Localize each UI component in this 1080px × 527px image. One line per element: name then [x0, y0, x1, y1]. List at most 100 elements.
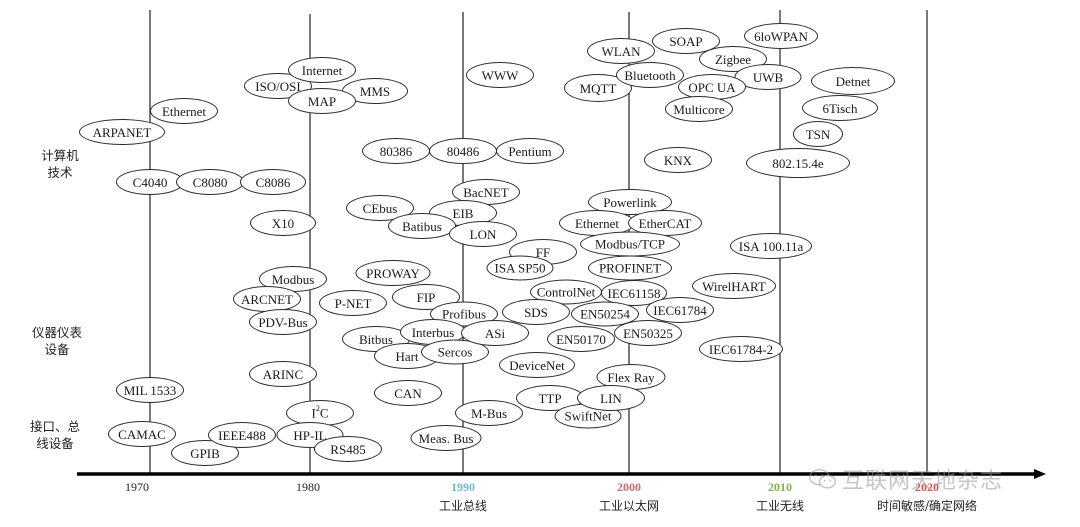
node-en50325[interactable]: EN50325 [614, 320, 682, 346]
node-sds[interactable]: SDS [502, 299, 570, 325]
axis-arrow-icon [1034, 469, 1046, 479]
node-6lowpan[interactable]: 6loWPAN [744, 23, 818, 49]
node-label: Zigbee [714, 51, 752, 67]
node-p-net[interactable]: P-NET [319, 290, 387, 316]
node-label: Batibus [402, 218, 442, 234]
node-label: EN50170 [556, 331, 606, 347]
node-arpanet[interactable]: ARPANET [79, 119, 165, 145]
node-knx[interactable]: KNX [644, 147, 712, 173]
node-map[interactable]: MAP [288, 88, 356, 114]
row-label-interface-bus: 接口、总 线设备 [25, 418, 85, 452]
node-x10[interactable]: X10 [250, 210, 316, 236]
node-rs485[interactable]: RS485 [314, 436, 382, 462]
node-arcnet[interactable]: ARCNET [233, 286, 301, 312]
node-label: OPC UA [688, 79, 736, 95]
node-label: IEEE488 [218, 427, 266, 443]
node-mil-1533[interactable]: MIL 1533 [116, 377, 184, 403]
node-label: Ethernet [161, 103, 207, 119]
node-meas-bus[interactable]: Meas. Bus [410, 425, 482, 451]
era-label-industrial-bus: 工业总线 [438, 499, 488, 513]
node-label: ControlNet [536, 284, 596, 300]
node-label: PDV-Bus [258, 314, 308, 330]
node-multicore[interactable]: Multicore [665, 96, 733, 122]
node-lon[interactable]: LON [449, 221, 517, 247]
node-wirelhart[interactable]: WirelHART [692, 273, 776, 299]
node-label: 80486 [446, 143, 480, 159]
node-label: Meas. Bus [418, 430, 474, 446]
node-wlan[interactable]: WLAN [587, 38, 655, 64]
node-uwb[interactable]: UWB [734, 64, 802, 90]
node-label: MIL 1533 [123, 382, 177, 398]
node-can[interactable]: CAN [374, 380, 442, 406]
node-proway[interactable]: PROWAY [355, 260, 431, 286]
node-isa-sp50[interactable]: ISA SP50 [486, 255, 554, 281]
node-profinet[interactable]: PROFINET [588, 255, 672, 281]
node-www[interactable]: WWW [466, 62, 534, 88]
node-hp-il[interactable]: HP-IL [276, 422, 344, 448]
year-label-1990: 1990 [451, 480, 475, 494]
node-80386[interactable]: 80386 [362, 138, 430, 164]
node-opc-ua[interactable]: OPC UA [678, 74, 746, 100]
node-ieee488[interactable]: IEEE488 [208, 422, 276, 448]
node-label: C8086 [255, 174, 291, 190]
node-iec61784-2[interactable]: IEC61784-2 [699, 336, 783, 362]
node-label: Detnet [835, 73, 871, 89]
year-label-1980: 1980 [296, 480, 320, 494]
node-modbus-tcp[interactable]: Modbus/TCP [580, 231, 680, 257]
node-label: IEC61784-2 [708, 341, 774, 357]
node-label: ISA 100.11a [738, 238, 804, 254]
node-internet[interactable]: Internet [288, 57, 356, 83]
node-asi[interactable]: ASi [461, 320, 529, 346]
node-label: FIP [416, 289, 436, 305]
node-mqtt[interactable]: MQTT [564, 74, 632, 102]
node-label: P-NET [334, 295, 372, 311]
node-pentium[interactable]: Pentium [496, 138, 564, 164]
node-c8080[interactable]: C8080 [176, 169, 244, 195]
node-802-15-4e[interactable]: 802.15.4e [746, 148, 850, 178]
node-en50170[interactable]: EN50170 [547, 326, 615, 352]
node-isa-100-11a[interactable]: ISA 100.11a [730, 233, 812, 259]
node-iec61784[interactable]: IEC61784 [646, 297, 714, 323]
node-tsn[interactable]: TSN [793, 121, 843, 147]
node-label: Modbus [271, 271, 315, 287]
year-label-1970: 1970 [125, 480, 149, 494]
node-m-bus[interactable]: M-Bus [455, 400, 523, 426]
node-label: DeviceNet [509, 357, 565, 373]
row-label-line: 计算机 [41, 148, 79, 163]
node-label: C4040 [132, 174, 168, 190]
node-detnet[interactable]: Detnet [811, 67, 895, 95]
node-label: WirelHART [702, 278, 766, 294]
node-ethernet-1973[interactable]: Ethernet [150, 98, 218, 124]
node-80486[interactable]: 80486 [429, 138, 497, 164]
node-label: BacNET [463, 184, 509, 200]
node-label: MAP [307, 93, 337, 109]
node-arinc[interactable]: ARINC [249, 361, 317, 387]
node-label: Internet [301, 62, 343, 78]
node-lin[interactable]: LIN [577, 385, 645, 411]
node-label: X10 [271, 215, 295, 231]
node-label: Interbus [411, 324, 455, 340]
node-label: 6loWPAN [754, 28, 808, 44]
node-label: PROFINET [598, 260, 662, 276]
node-label: ARPANET [92, 124, 152, 140]
node-label: EtherCAT [638, 215, 692, 231]
row-label-line: 接口、总 [29, 419, 80, 434]
node-label: TSN [805, 126, 831, 142]
node-en50254[interactable]: EN50254 [571, 301, 639, 327]
node-label: Sercos [437, 344, 473, 360]
row-label-line: 设备 [44, 342, 70, 357]
row-label-line: 技术 [47, 165, 73, 180]
node-label: M-Bus [470, 405, 508, 421]
node-6tisch[interactable]: 6Tisch [802, 95, 878, 121]
node-label: KNX [663, 152, 693, 168]
node-camac[interactable]: CAMAC [108, 421, 176, 447]
node-batibus[interactable]: Batibus [388, 213, 456, 239]
node-c4040[interactable]: C4040 [116, 169, 184, 195]
node-label: Multicore [673, 101, 725, 117]
node-devicenet[interactable]: DeviceNet [499, 352, 575, 378]
node-pdv-bus[interactable]: PDV-Bus [249, 309, 317, 335]
node-bluetooth[interactable]: Bluetooth [616, 62, 684, 88]
node-c8086[interactable]: C8086 [240, 169, 306, 195]
node-cebus[interactable]: CEbus [346, 195, 414, 221]
